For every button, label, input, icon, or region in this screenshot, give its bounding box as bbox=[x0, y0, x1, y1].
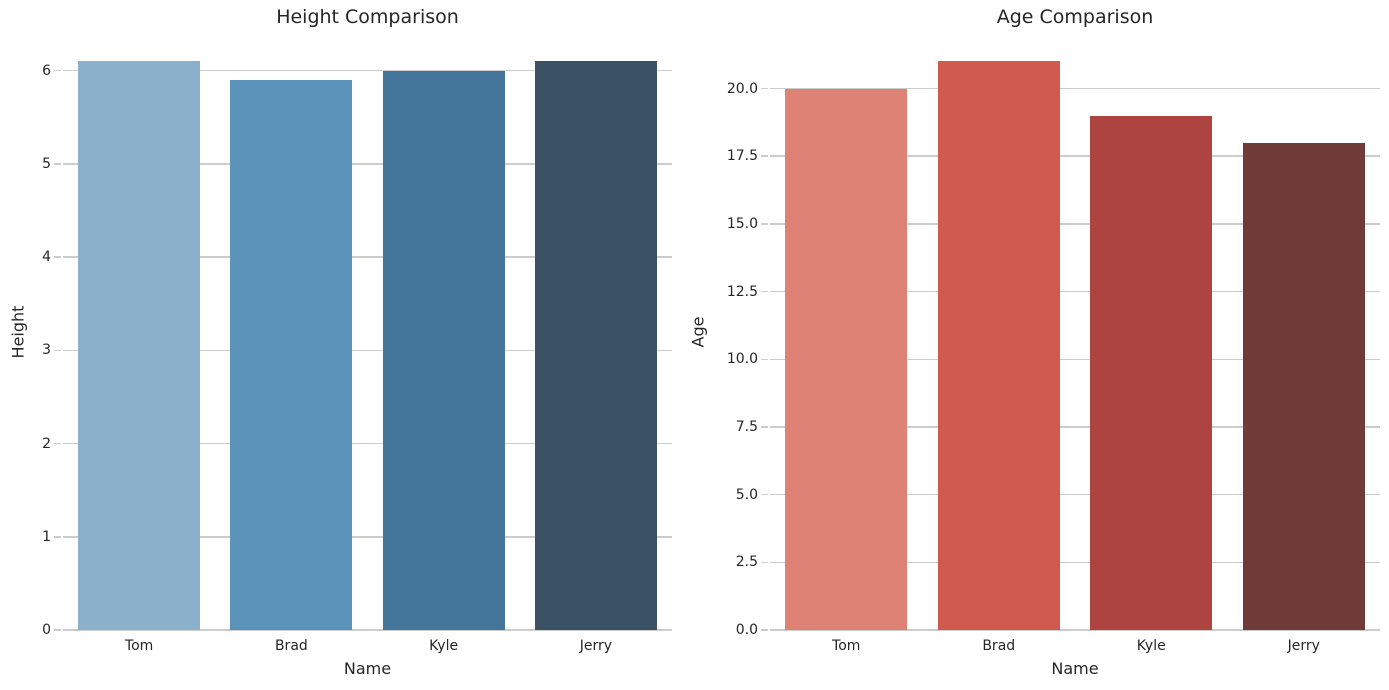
gridline bbox=[63, 536, 672, 538]
y-tick-mark bbox=[761, 358, 768, 360]
y-tick-mark bbox=[761, 493, 768, 496]
bar-jerry bbox=[1242, 142, 1365, 630]
y-tick-label: 7.5 bbox=[735, 418, 758, 435]
x-tick-label-tom: Tom bbox=[832, 638, 861, 654]
y-tick-mark bbox=[54, 69, 61, 72]
y-tick-label: 17.5 bbox=[726, 148, 758, 165]
y-tick-label: 15.0 bbox=[726, 215, 758, 232]
gridline bbox=[770, 155, 1380, 157]
chart-title: Height Comparison bbox=[276, 6, 459, 28]
y-tick-mark bbox=[761, 426, 768, 428]
y-tick-mark bbox=[761, 223, 768, 225]
y-tick-mark bbox=[761, 87, 768, 90]
y-tick-label: 2.5 bbox=[735, 554, 758, 571]
gridline bbox=[770, 290, 1380, 293]
x-tick-label-jerry: Jerry bbox=[579, 638, 613, 654]
y-tick-mark bbox=[54, 442, 61, 445]
y-tick-label: 1 bbox=[42, 528, 51, 545]
gridline bbox=[770, 493, 1380, 496]
x-axis-label: Name bbox=[1051, 659, 1099, 678]
gridline bbox=[63, 256, 672, 258]
y-tick-mark bbox=[54, 163, 61, 165]
y-axis-label: Age bbox=[688, 316, 708, 347]
gridline bbox=[770, 223, 1380, 225]
y-tick-mark bbox=[761, 561, 768, 564]
y-tick-label: 12.5 bbox=[726, 283, 758, 300]
bar-brad bbox=[230, 80, 353, 630]
x-tick-label-tom: Tom bbox=[124, 638, 154, 654]
y-tick-label: 2 bbox=[42, 435, 51, 452]
bar-brad bbox=[937, 61, 1060, 630]
gridline bbox=[770, 358, 1380, 360]
gridline bbox=[770, 87, 1380, 90]
x-tick-label-kyle: Kyle bbox=[1136, 638, 1166, 654]
y-tick-mark bbox=[54, 256, 61, 258]
gridline bbox=[63, 349, 672, 352]
chart-title: Age Comparison bbox=[996, 6, 1154, 28]
x-axis-label: Name bbox=[343, 659, 392, 678]
y-tick-label: 0 bbox=[42, 622, 51, 638]
y-tick-label: 6 bbox=[42, 62, 51, 79]
x-tick-label-kyle: Kyle bbox=[429, 638, 459, 654]
bar-jerry bbox=[534, 61, 657, 630]
y-tick-label: 20.0 bbox=[726, 80, 758, 97]
y-tick-mark bbox=[54, 629, 61, 631]
y-tick-mark bbox=[761, 629, 768, 631]
gridline bbox=[63, 629, 672, 631]
bar-tom bbox=[78, 61, 201, 630]
y-tick-label: 5 bbox=[42, 155, 51, 172]
x-tick-label-jerry: Jerry bbox=[1287, 638, 1320, 654]
bar-tom bbox=[785, 88, 908, 630]
gridline bbox=[63, 69, 672, 72]
x-tick-label-brad: Brad bbox=[982, 638, 1016, 654]
gridline bbox=[770, 561, 1380, 564]
y-tick-label: 3 bbox=[42, 342, 51, 359]
y-tick-label: 5.0 bbox=[735, 486, 758, 503]
y-tick-mark bbox=[761, 155, 768, 157]
y-tick-mark bbox=[761, 290, 768, 293]
x-tick-label-brad: Brad bbox=[274, 638, 308, 654]
y-tick-label: 10.0 bbox=[726, 351, 758, 368]
y-tick-label: 4 bbox=[42, 249, 51, 266]
gridline bbox=[63, 163, 672, 165]
y-tick-mark bbox=[54, 536, 61, 538]
y-tick-label: 0.0 bbox=[735, 622, 758, 638]
bar-kyle bbox=[1090, 115, 1213, 630]
bar-kyle bbox=[382, 70, 505, 630]
gridline bbox=[770, 426, 1380, 428]
gridline bbox=[770, 629, 1380, 631]
y-tick-mark bbox=[54, 349, 61, 352]
gridline bbox=[63, 442, 672, 445]
